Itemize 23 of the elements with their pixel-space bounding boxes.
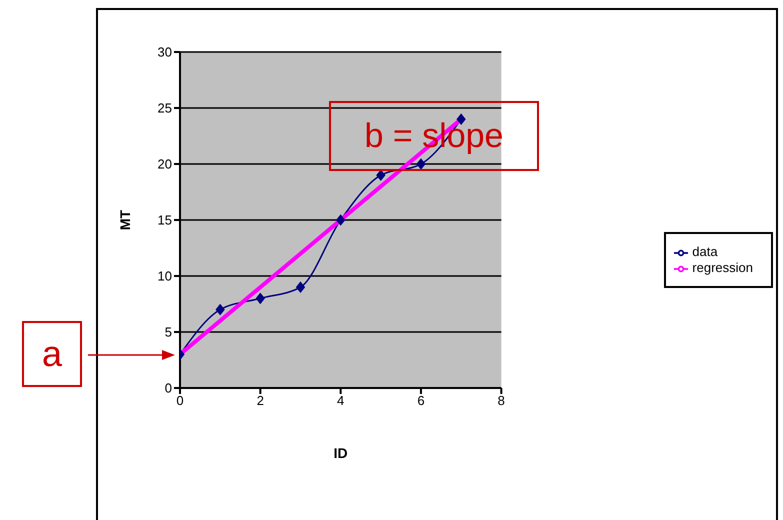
y-tick-label: 0: [164, 380, 172, 396]
point: [416, 158, 426, 170]
x-tick-label: 4: [337, 393, 344, 408]
text: a: [22, 321, 82, 387]
point: [296, 282, 305, 293]
y-tick-label: 20: [158, 156, 172, 172]
y-tick-label: 25: [158, 100, 172, 116]
point: [336, 214, 346, 226]
y-axis-title: MT: [116, 209, 133, 230]
y-tick-label: 30: [158, 44, 172, 60]
x-tick-label: 2: [256, 393, 264, 408]
x-tick-label: 6: [417, 393, 425, 408]
x-axis-title: ID: [334, 445, 348, 461]
point: [256, 292, 265, 304]
point: [376, 170, 386, 181]
point: [216, 304, 225, 316]
x-tick-label: 0: [176, 393, 184, 408]
legend-label: regression: [692, 260, 753, 275]
y-tick-label: 10: [158, 268, 172, 284]
y-tick-label: 15: [158, 212, 172, 228]
x-tick-label: 8: [498, 393, 505, 408]
legend-label: data: [692, 244, 718, 260]
y-tick-label: 5: [164, 324, 172, 340]
